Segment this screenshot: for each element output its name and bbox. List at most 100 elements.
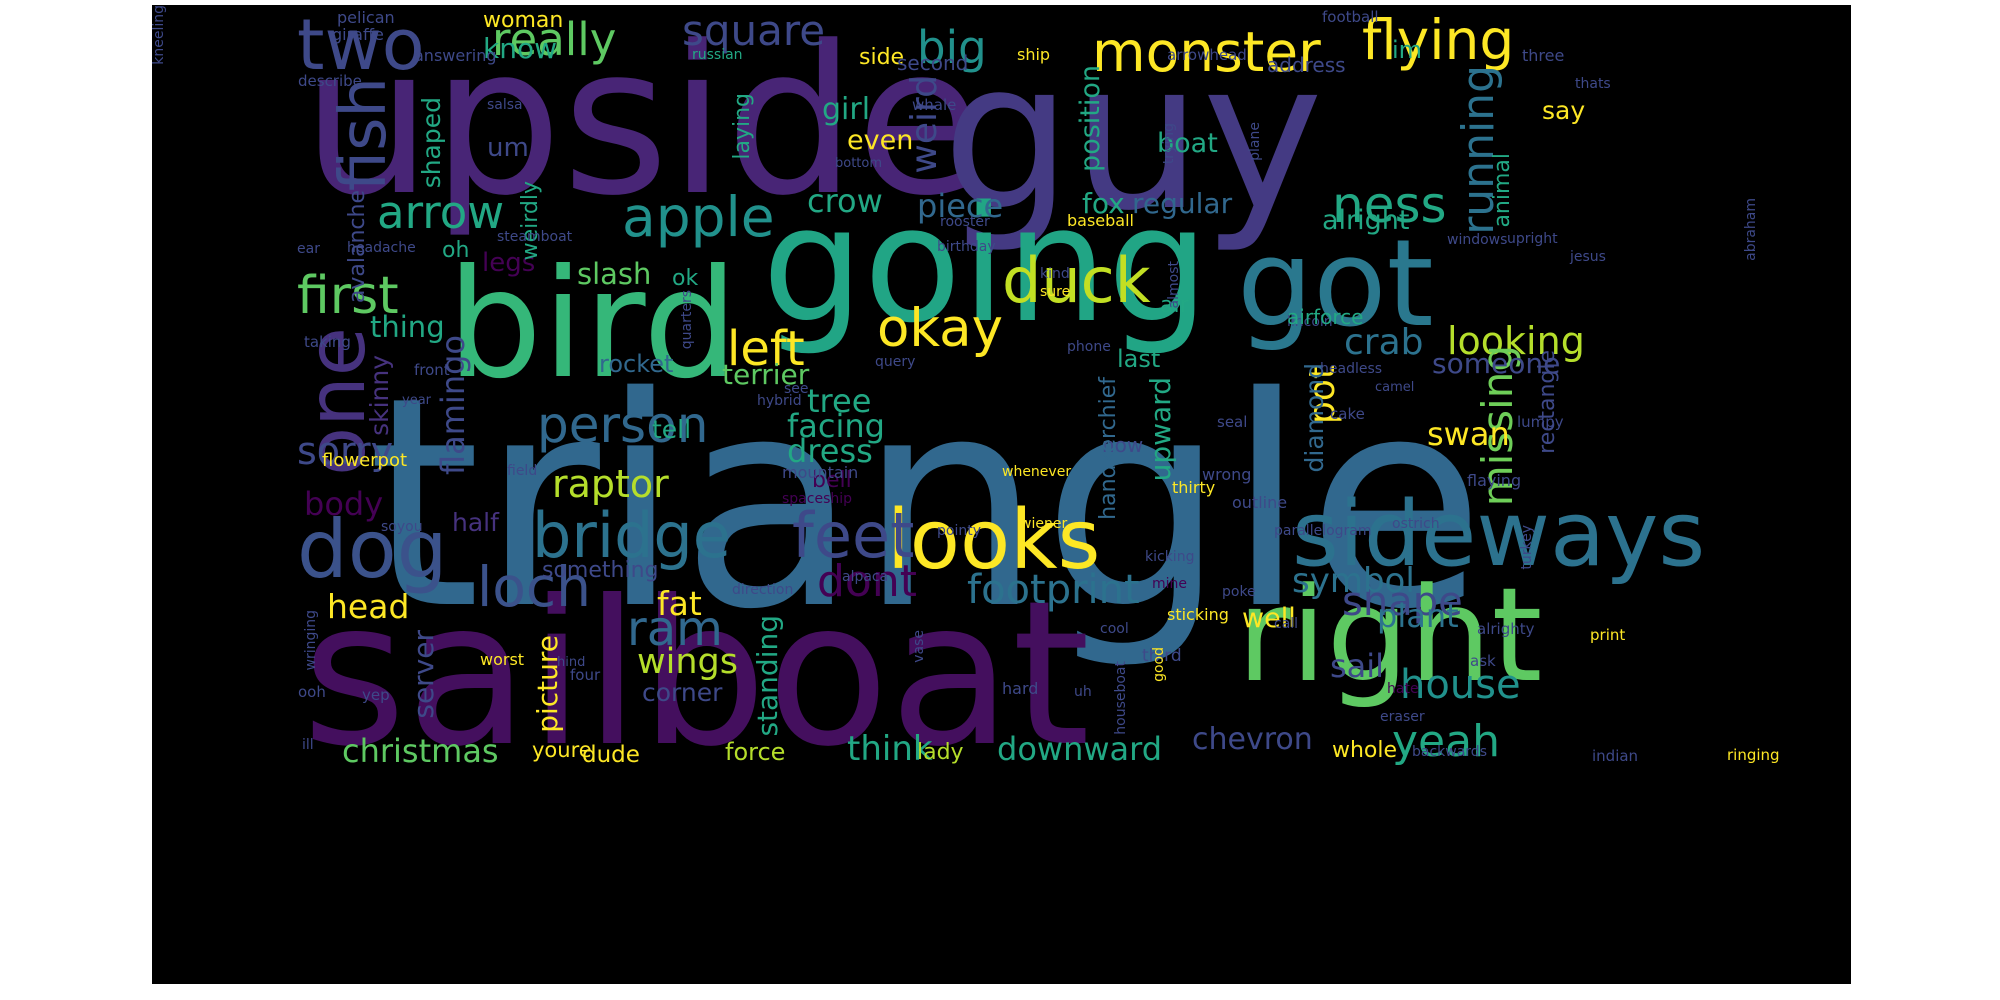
word-corner: corner	[642, 678, 723, 707]
word-triangle: triangle	[367, 336, 1486, 673]
word-steamboat: steamboat	[497, 229, 573, 245]
word-call: call	[1274, 616, 1299, 632]
word-weirdly: weirdly	[518, 180, 543, 261]
word-laying: laying	[730, 92, 755, 160]
word-mine: mine	[1152, 576, 1188, 592]
word-terrier: terrier	[722, 358, 810, 391]
word-wringing: wringing	[303, 609, 319, 671]
word-footprint: footprint	[967, 567, 1140, 613]
word-okay: okay	[877, 298, 1004, 359]
word-bird: bird	[447, 238, 739, 412]
word-now: now	[1102, 433, 1144, 457]
word-fish: fish	[327, 77, 401, 192]
word-ill: ill	[302, 737, 314, 753]
word-raptor: raptor	[552, 462, 669, 506]
word-yep: yep	[362, 686, 390, 704]
word-ness: ness	[1332, 176, 1447, 234]
word-boat: boat	[1157, 128, 1218, 159]
word-almost: almost	[1166, 260, 1182, 309]
word-sticking: sticking	[1167, 605, 1229, 624]
word-say: say	[1542, 96, 1586, 125]
word-sorry: sorry	[297, 429, 394, 473]
word-someone: someone	[1432, 347, 1561, 380]
word-air: air	[1160, 293, 1189, 318]
word-whenever: whenever	[1002, 464, 1072, 480]
word-taking: taking	[304, 333, 351, 351]
word-giraffe: giraffe	[332, 25, 384, 44]
word-animal: animal	[1490, 152, 1515, 228]
word-headless: headless	[1320, 361, 1383, 377]
word-handkerchief: handkerchief	[1096, 376, 1121, 520]
word-im: im	[1392, 36, 1423, 64]
word-ear: ear	[297, 241, 320, 257]
word-dog: dog	[297, 503, 448, 596]
word-four: four	[570, 666, 601, 684]
word-russian: russian	[692, 47, 743, 63]
word-answering: answering	[414, 46, 497, 65]
word-flaying: flaying	[1467, 471, 1522, 490]
word-standing: standing	[751, 614, 784, 737]
word-force: force	[725, 738, 786, 766]
word-flamingo: flamingo	[434, 335, 472, 475]
word-bridge: bridge	[532, 499, 731, 572]
word-regular: regular	[1132, 187, 1233, 220]
word-shaped: shaped	[417, 96, 446, 189]
word-jesus: jesus	[1570, 249, 1606, 265]
word-birthday: birthday	[937, 239, 996, 255]
word-oh: oh	[442, 238, 470, 263]
word-looks: looks	[887, 493, 1101, 588]
word-fox: fox	[1082, 187, 1125, 220]
word-hard: hard	[1002, 679, 1039, 698]
word-know: know	[483, 32, 557, 65]
word-ooh: ooh	[298, 683, 326, 701]
word-airforce: airforce	[1287, 305, 1364, 329]
word-kneeling: kneeling	[152, 5, 167, 65]
word-youre: youre	[532, 738, 592, 762]
word-piece: piece	[917, 187, 1004, 225]
word-head: head	[327, 587, 410, 626]
word-rooster: rooster	[940, 214, 990, 230]
word-hind: hind	[557, 655, 586, 670]
word-slash: slash	[577, 257, 652, 291]
word-print: print	[1590, 626, 1626, 644]
word-cool: cool	[1100, 621, 1129, 637]
word-um: um	[487, 133, 529, 163]
word-direction: direction	[732, 582, 794, 598]
word-rocket: rocket	[599, 350, 674, 378]
word-baseball: baseball	[1067, 211, 1134, 230]
word-rectangle: rectangle	[1535, 349, 1560, 454]
word-alright: alright	[1322, 205, 1410, 236]
word-shape: shape	[1342, 579, 1463, 625]
word-pointy: pointy	[937, 523, 981, 539]
word-mountain: mountain	[782, 463, 859, 482]
word-trying: trying	[1161, 122, 1177, 165]
word-second: second	[897, 51, 969, 75]
word-bell: bell	[812, 468, 852, 493]
word-side: side	[859, 45, 905, 70]
word-plant: plant	[1377, 597, 1459, 635]
word-dude: dude	[582, 742, 640, 768]
word-think: think	[847, 729, 933, 769]
word-wrong: wrong	[1202, 465, 1252, 484]
word-salsa: salsa	[487, 97, 523, 113]
word-yeah: yeah	[1392, 716, 1500, 767]
word-three: three	[1522, 46, 1565, 65]
word-backwards: backwards	[1412, 744, 1487, 760]
word-bottom: bottom	[835, 156, 883, 171]
word-abraham: abraham	[1743, 198, 1759, 261]
word-thats: thats	[1575, 76, 1611, 92]
word-vase: vase	[911, 629, 927, 663]
word-right: right	[1237, 559, 1543, 711]
word-camel: camel	[1375, 380, 1415, 395]
word-dress: dress	[787, 432, 873, 470]
word-crow: crow	[807, 182, 883, 220]
word-flying: flying	[1362, 8, 1515, 72]
word-sail: sail	[1330, 647, 1385, 685]
word-worst: worst	[480, 650, 525, 669]
word-left: left	[727, 321, 805, 377]
word-ask: ask	[1470, 652, 1496, 670]
word-upright: upright	[1507, 231, 1558, 247]
word-ostrich: ostrich	[1392, 516, 1440, 532]
word-half: half	[452, 508, 499, 537]
word-alrighty: alrighty	[1477, 620, 1535, 638]
